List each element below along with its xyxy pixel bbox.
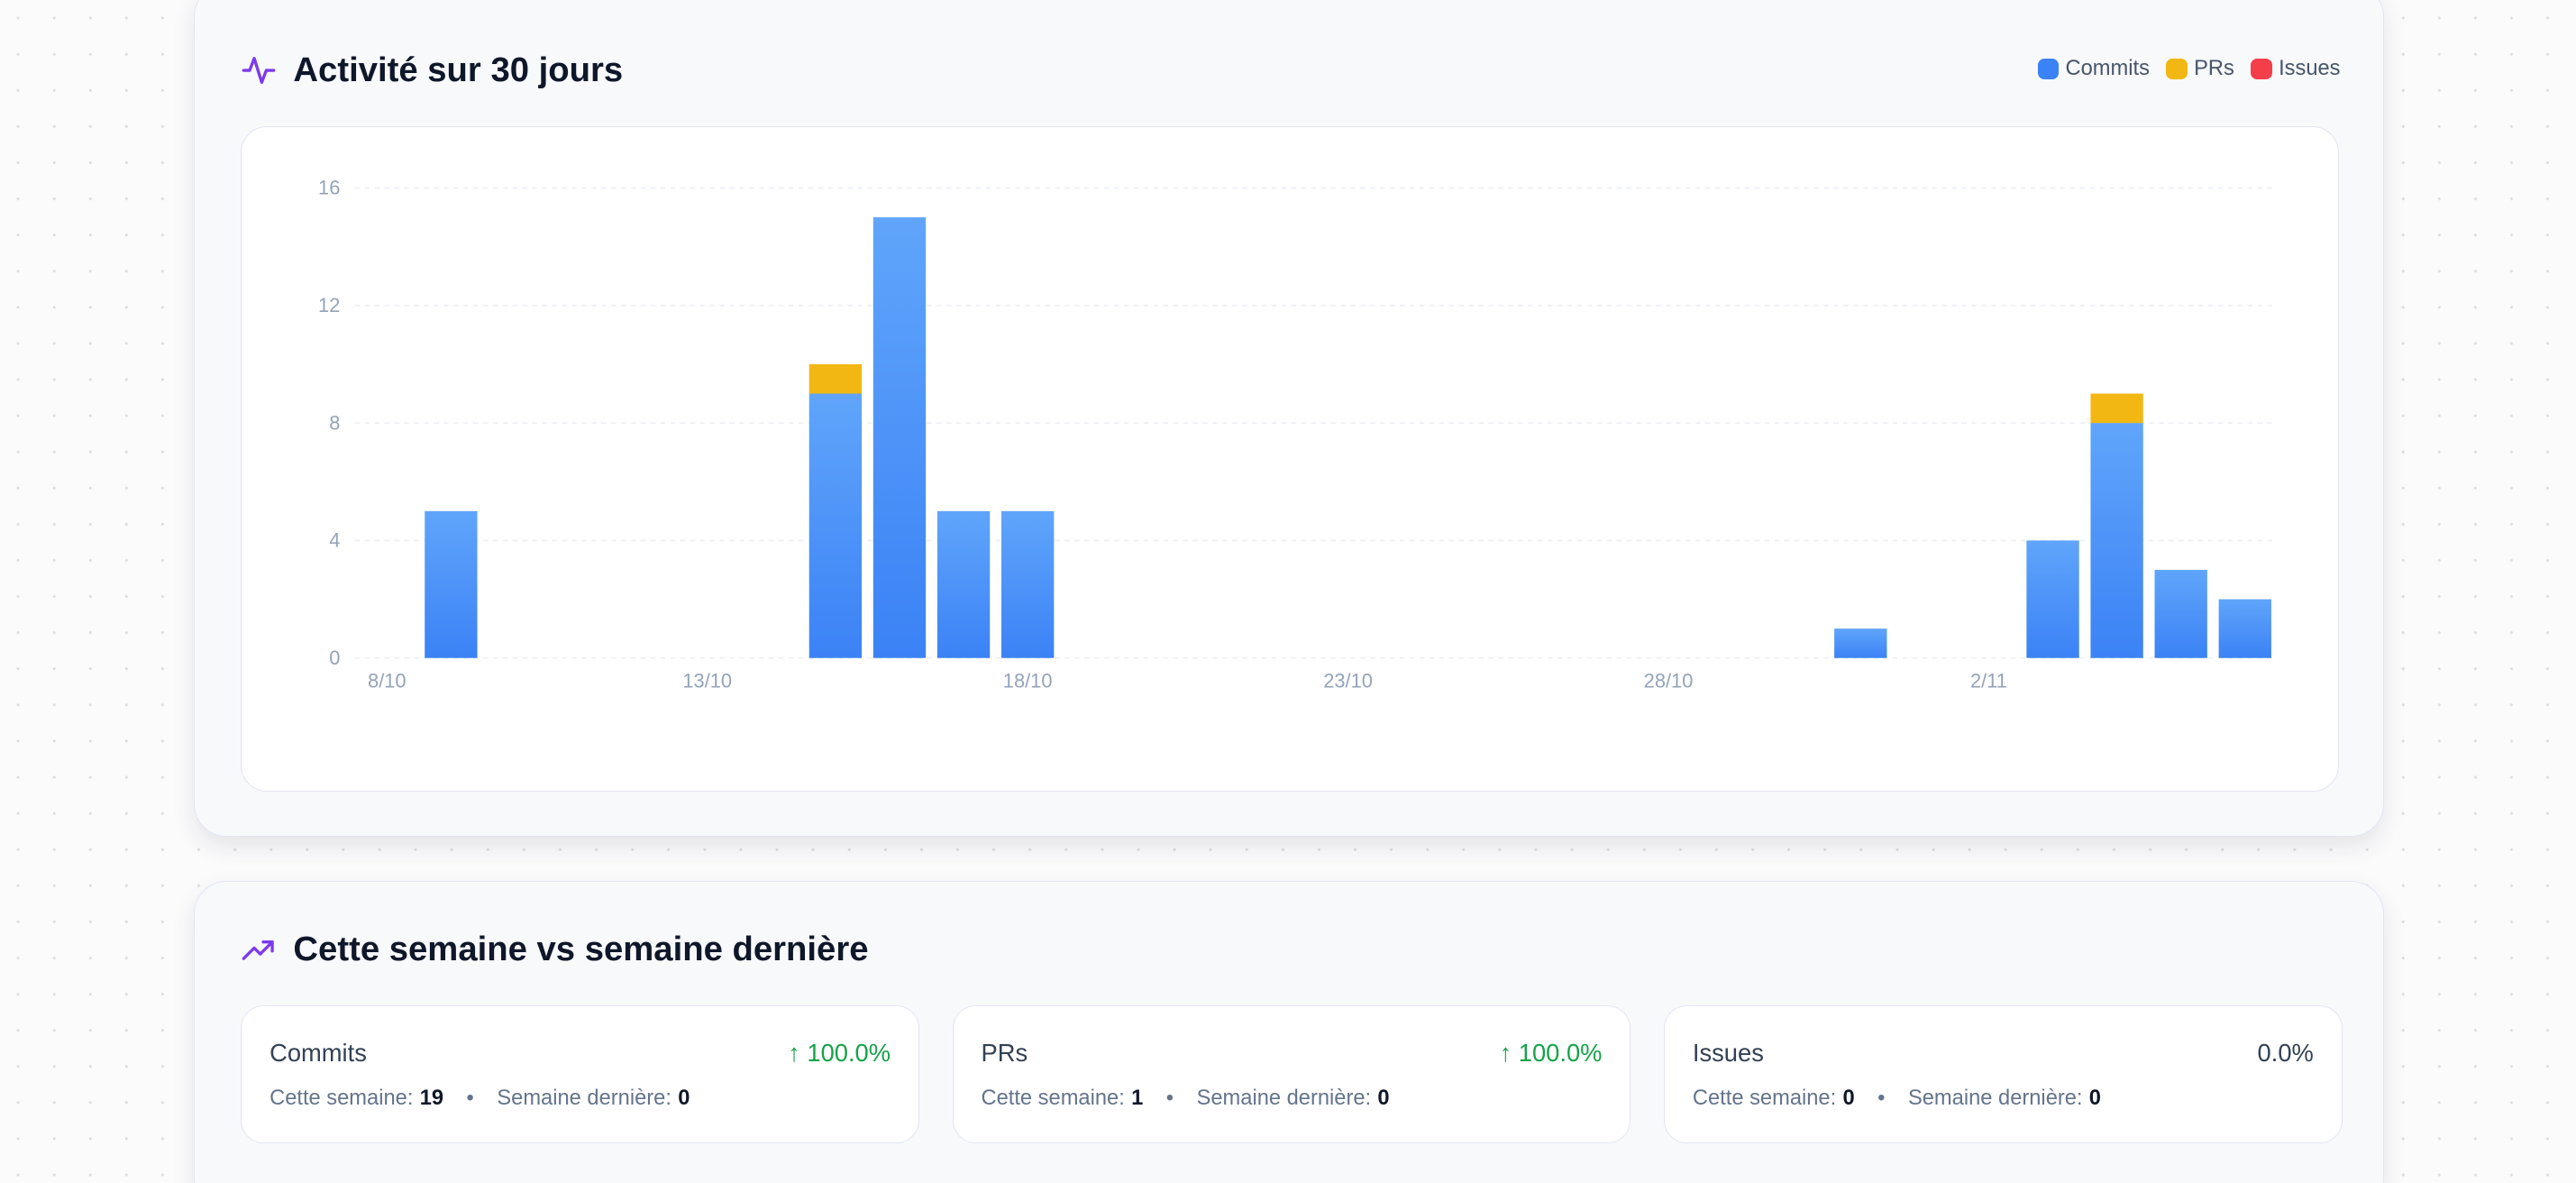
y-tick-label: 16 xyxy=(318,176,340,198)
bar-commits xyxy=(425,510,478,658)
bar-commits xyxy=(808,393,863,658)
last-week-label: Semaine dernière: xyxy=(1196,1086,1372,1110)
x-tick-label: 13/10 xyxy=(682,669,732,692)
bar-prs xyxy=(808,363,863,394)
this-week-label: Cette semaine: xyxy=(269,1086,414,1110)
separator: • xyxy=(1165,1086,1174,1110)
chart-container: 0 4 8 12 16 8/10 13/10 18/10 23/10 28/10 2/11 xyxy=(241,125,2339,792)
legend-prs[interactable]: PRs xyxy=(2166,57,2234,81)
metric-change: ↑ 100.0% xyxy=(1499,1039,1603,1068)
metric-change: 0.0% xyxy=(2257,1039,2314,1068)
comparison-prs: PRs ↑ 100.0% Cette semaine: 1 • Semaine der… xyxy=(952,1004,1631,1143)
bar-commits xyxy=(2026,539,2079,658)
y-tick-label: 0 xyxy=(329,647,340,669)
x-tick-label: 23/10 xyxy=(1323,669,1373,692)
last-week-value: 0 xyxy=(678,1086,690,1110)
bar-commits xyxy=(937,510,991,658)
legend-swatch xyxy=(2037,58,2060,80)
activity-title-text: Activité sur 30 jours xyxy=(293,50,624,89)
separator: • xyxy=(1877,1086,1886,1110)
chart-legend: Commits PRs Issues xyxy=(2037,56,2341,81)
legend-label: PRs xyxy=(2194,56,2234,80)
activity-title: Activité sur 30 jours xyxy=(241,50,623,90)
bar-commits xyxy=(2218,599,2272,658)
metric-name: Issues xyxy=(1692,1039,1764,1068)
comparison-issues: Issues 0.0% Cette semaine: 0 • Semaine dern… xyxy=(1663,1004,2343,1143)
x-tick-label: 8/10 xyxy=(368,669,406,692)
comparison-title-text: Cette semaine vs semaine dernière xyxy=(293,929,869,968)
x-tick-label: 2/11 xyxy=(1970,669,2007,692)
metric-name: Commits xyxy=(269,1039,367,1068)
activity-pulse-icon xyxy=(242,56,276,84)
legend-swatch xyxy=(2251,58,2272,80)
metric-name: PRs xyxy=(981,1039,1028,1068)
legend-issues[interactable]: Issues xyxy=(2251,56,2341,81)
activity-bar-chart: 0 4 8 12 16 8/10 13/10 18/10 23/10 28/10 2/11 xyxy=(318,176,2278,692)
this-week-label: Cette semaine: xyxy=(1692,1086,1837,1110)
this-week-value: 1 xyxy=(1131,1086,1144,1110)
comparison-card: Cette semaine vs semaine dernière Commit… xyxy=(194,880,2384,1183)
this-week-label: Cette semaine: xyxy=(981,1086,1125,1110)
y-tick-label: 4 xyxy=(329,528,340,551)
last-week-value: 0 xyxy=(2088,1086,2101,1110)
separator: • xyxy=(466,1086,474,1110)
last-week-value: 0 xyxy=(1377,1086,1390,1110)
comparison-commits: Commits ↑ 100.0% Cette semaine: 19 • Semain… xyxy=(241,1004,920,1143)
bar-commits xyxy=(872,216,927,658)
bar-commits xyxy=(2090,422,2143,658)
comparison-title: Cette semaine vs semaine dernière xyxy=(241,929,869,969)
metric-change: ↑ 100.0% xyxy=(788,1039,891,1068)
x-tick-label: 18/10 xyxy=(1003,669,1053,692)
y-tick-label: 12 xyxy=(318,294,340,316)
bar-commits xyxy=(1834,628,1887,658)
y-tick-label: 8 xyxy=(329,411,340,434)
x-tick-label: 28/10 xyxy=(1644,669,1694,692)
trending-up-icon xyxy=(242,940,274,960)
this-week-value: 0 xyxy=(1842,1086,1855,1110)
legend-label: Issues xyxy=(2279,56,2341,80)
legend-swatch xyxy=(2166,58,2188,80)
legend-label: Commits xyxy=(2065,56,2150,80)
activity-card: Activité sur 30 jours Commits PRs Issues… xyxy=(194,0,2384,837)
legend-commits[interactable]: Commits xyxy=(2037,56,2150,81)
bar-commits xyxy=(1001,510,1055,658)
bar-prs xyxy=(2090,393,2143,423)
this-week-value: 19 xyxy=(419,1086,444,1110)
bar-commits xyxy=(2154,569,2207,658)
last-week-label: Semaine dernière: xyxy=(1907,1086,2083,1110)
last-week-label: Semaine dernière: xyxy=(497,1086,671,1110)
